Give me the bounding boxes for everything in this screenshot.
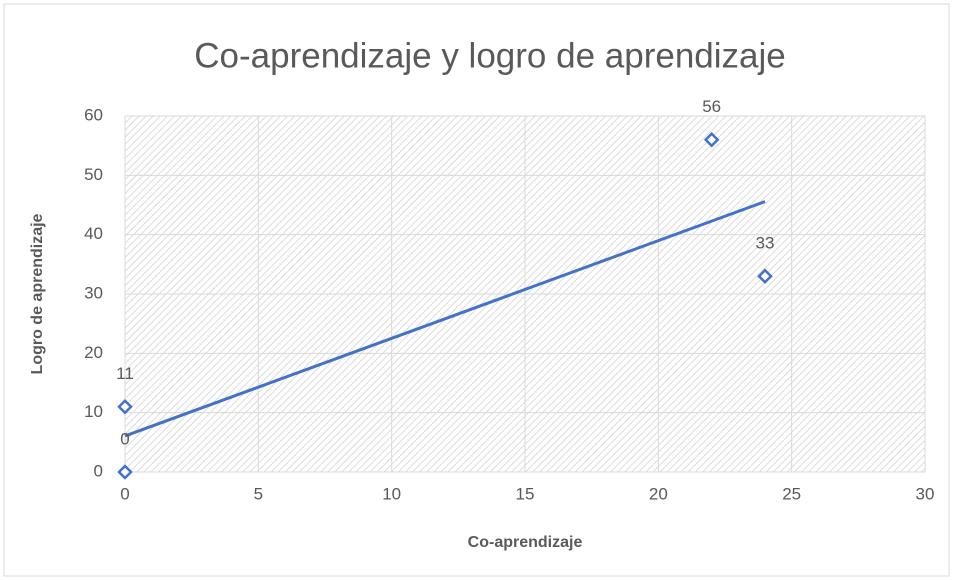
x-tick-label: 0 [120, 484, 129, 503]
x-tick-label: 10 [382, 484, 401, 503]
x-tick-label: 30 [916, 484, 935, 503]
y-tick-label: 20 [84, 343, 103, 362]
x-tick-label: 25 [782, 484, 801, 503]
x-axis-label: Co-aprendizaje [468, 534, 583, 551]
chart-title: Co-aprendizaje y logro de aprendizaje [194, 36, 785, 75]
point [757, 268, 773, 284]
y-tick-label: 40 [84, 224, 103, 243]
data-label: 11 [116, 364, 134, 383]
y-tick-label: 0 [94, 461, 103, 480]
y-tick-label: 10 [84, 402, 103, 421]
x-tick-label: 15 [516, 484, 535, 503]
data-label: 0 [120, 429, 129, 448]
y-tick-label: 50 [84, 165, 103, 184]
y-axis-label: Logro de aprendizaje [29, 213, 46, 374]
x-tick-label: 5 [254, 484, 263, 503]
x-tick-label: 20 [649, 484, 668, 503]
data-label: 56 [702, 97, 721, 116]
data-label: 33 [756, 234, 775, 253]
point [703, 131, 720, 148]
trend-line [124, 200, 766, 438]
point [117, 398, 133, 415]
y-tick-label: 30 [84, 283, 103, 302]
point [117, 464, 133, 480]
y-tick-label: 60 [84, 105, 103, 124]
